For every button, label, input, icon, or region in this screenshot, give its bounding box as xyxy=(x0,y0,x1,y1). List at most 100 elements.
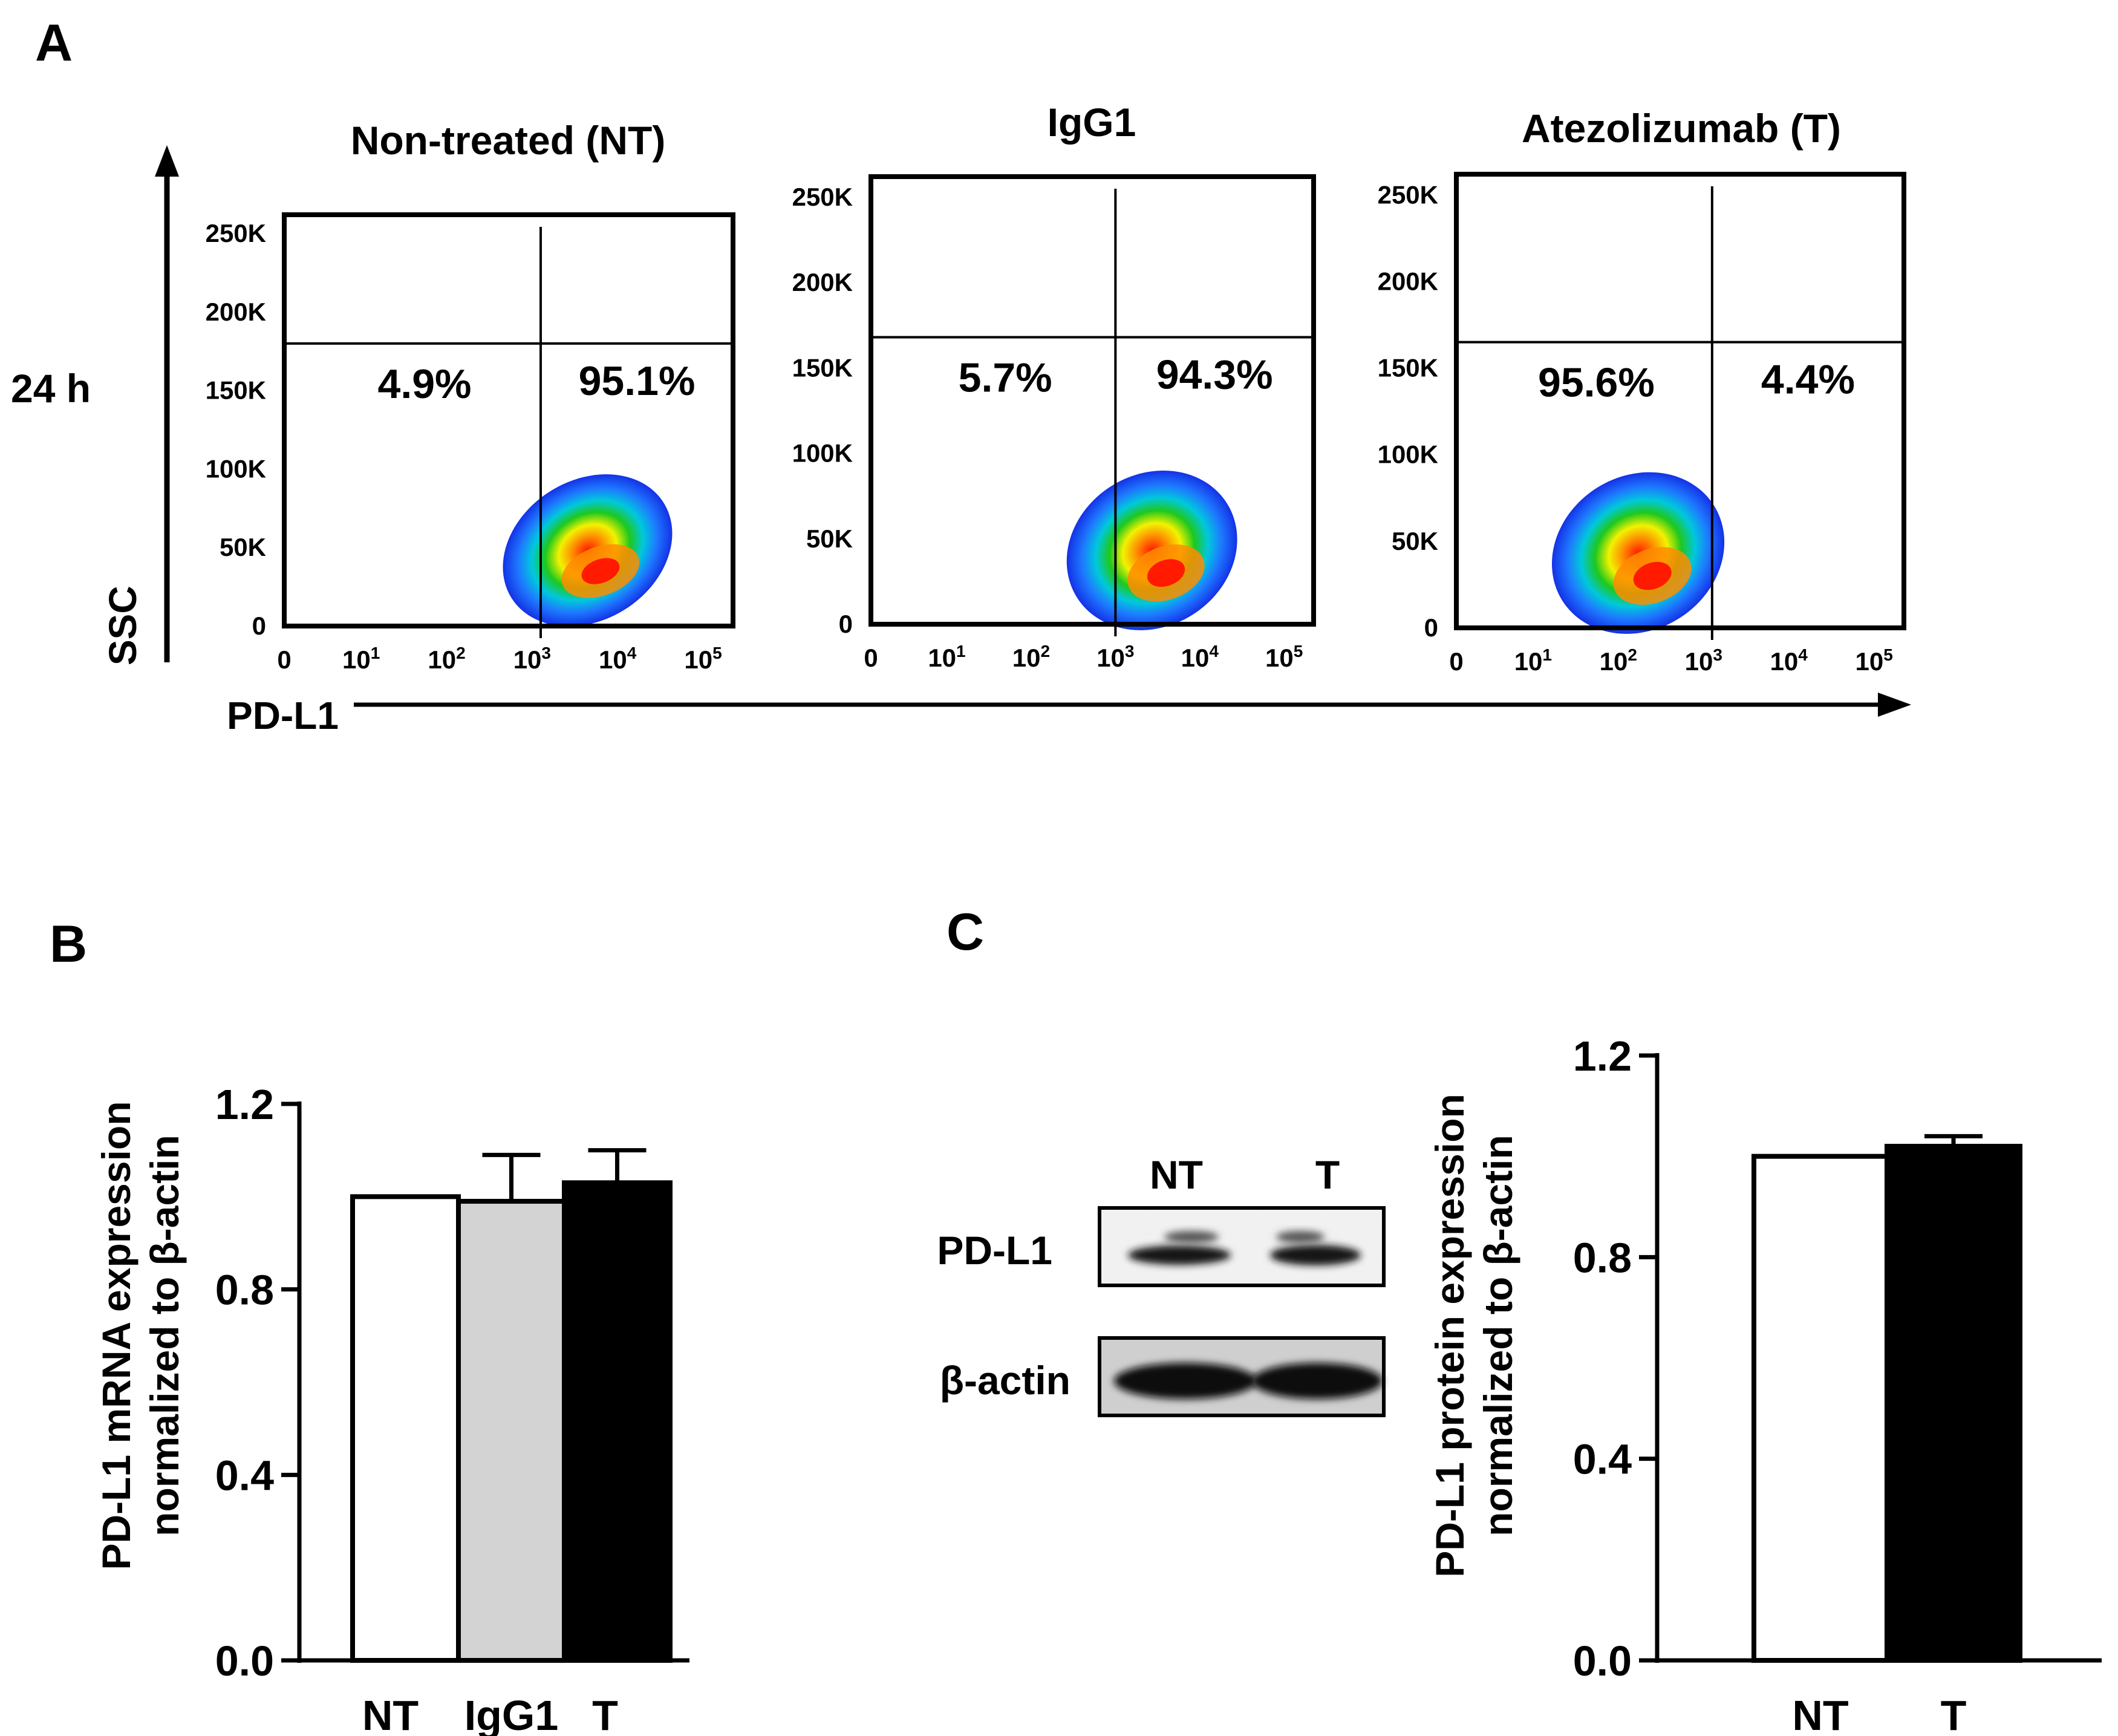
quadrant-left-percent: 95.6% xyxy=(1538,360,1655,406)
ssc-axis-label: SSC xyxy=(101,586,145,665)
flow-plot-title: IgG1 xyxy=(1048,100,1136,145)
y-tick-label: 150K xyxy=(792,353,853,382)
x-category-label: IgG1 xyxy=(464,1692,559,1736)
y-tick-label: 50K xyxy=(220,533,266,561)
quadrant-left-percent: 4.9% xyxy=(378,361,472,407)
y-axis-label-line2: normalized to β-actin xyxy=(142,1135,187,1536)
x-tick-label: 105 xyxy=(684,644,722,674)
y-tick-label: 150K xyxy=(206,376,266,405)
density-blob xyxy=(503,474,673,627)
y-tick-label: 0.0 xyxy=(1573,1637,1632,1685)
quadrant-left-percent: 5.7% xyxy=(959,354,1052,400)
y-tick-label: 50K xyxy=(1392,527,1438,555)
blot-band-bactin-t xyxy=(1252,1363,1383,1399)
y-tick-label: 200K xyxy=(206,298,266,326)
density-peak xyxy=(1633,561,1672,590)
y-axis-label-line2: normalized to β-actin xyxy=(1476,1135,1520,1536)
flow-plot-frame xyxy=(868,174,1316,627)
panel-label-a: A xyxy=(35,14,73,72)
y-tick-label: 250K xyxy=(206,219,266,247)
x-category-label: NT xyxy=(362,1692,419,1736)
flow-plot-2: IgG1 5.7% 94.3% 250K 200K 150K 100K 50K 00 101 102… xyxy=(792,100,1316,672)
y-tick-label: 0.8 xyxy=(215,1267,274,1314)
bar-igg1 xyxy=(456,1199,567,1663)
flow-plot-3: Atezolizumab (T) 95.6% 4.4% 250K 200K 150K 100… xyxy=(1378,106,1906,676)
blot-band-pdl1-t xyxy=(1270,1245,1361,1265)
y-tick-label: 0 xyxy=(839,610,853,638)
x-tick-label: 103 xyxy=(1096,642,1134,672)
y-tick-label: 250K xyxy=(1378,180,1438,209)
pdl1-axis-label: PD-L1 xyxy=(227,694,339,737)
y-axis-label-line1: PD-L1 protein expression xyxy=(1427,1094,1472,1578)
flow-plot-frame xyxy=(282,212,735,628)
x-tick-label: 101 xyxy=(928,642,965,672)
y-tick-label: 0.4 xyxy=(215,1452,274,1499)
density-blob xyxy=(1066,471,1237,630)
panel-label-b: B xyxy=(50,915,87,973)
flow-plot-1: Non-treated (NT) 4.9% 95.1% 250K 200K 150K 100… xyxy=(206,118,735,674)
x-tick-label: 104 xyxy=(1770,645,1808,676)
panel-a-flow-cytometry: 24 h SSC PD-L1 Non-treated (NT) 4.9% 95.1%… xyxy=(11,100,1911,737)
y-tick-label: 200K xyxy=(792,268,853,296)
y-tick-label: 0 xyxy=(1424,613,1438,642)
bar-t xyxy=(1885,1144,2022,1663)
x-tick-label: 104 xyxy=(1181,642,1219,672)
x-tick-label: 104 xyxy=(599,644,637,674)
x-tick-label: 105 xyxy=(1265,642,1303,672)
y-tick-label: 250K xyxy=(792,183,853,211)
bar-nt xyxy=(350,1194,461,1663)
y-tick-label: 100K xyxy=(206,454,266,483)
y-tick-label: 0.4 xyxy=(1573,1436,1632,1483)
y-tick-label: 50K xyxy=(806,524,853,553)
blot-band-bactin-nt xyxy=(1114,1363,1257,1399)
y-tick-label: 100K xyxy=(1378,440,1438,469)
y-tick-label: 0 xyxy=(252,612,266,640)
blot-lane-label-nt: NT xyxy=(1150,1152,1203,1197)
blot-lane-label-t: T xyxy=(1315,1152,1340,1197)
blot-band-pdl1-nt-upper xyxy=(1164,1231,1219,1243)
x-tick-label: 0 xyxy=(864,644,878,672)
blot-row-label-bactin: β-actin xyxy=(940,1358,1070,1403)
flow-plot-title: Non-treated (NT) xyxy=(351,118,666,163)
panel-label-c: C xyxy=(947,903,984,961)
x-category-label: NT xyxy=(1792,1692,1848,1736)
y-tick-label: 1.2 xyxy=(215,1081,274,1128)
x-tick-label: 0 xyxy=(1449,647,1463,676)
x-tick-label: 103 xyxy=(1685,645,1722,676)
y-tick-label: 100K xyxy=(792,439,853,468)
y-tick-label: 200K xyxy=(1378,267,1438,295)
y-tick-label: 0.0 xyxy=(215,1637,274,1685)
quadrant-right-percent: 94.3% xyxy=(1156,351,1273,397)
row-label-24h: 24 h xyxy=(11,366,91,411)
density-peak xyxy=(581,558,620,584)
x-category-label: T xyxy=(1941,1692,1967,1736)
panel-c-protein-chart: 0.0 0.4 0.8 1.2 PD-L1 protein expression norm… xyxy=(1427,1033,2102,1736)
x-category-label: T xyxy=(592,1692,618,1736)
density-peak xyxy=(1147,559,1185,587)
x-tick-label: 102 xyxy=(1012,642,1050,672)
quadrant-right-percent: 4.4% xyxy=(1761,357,1855,403)
blot-row-label-pdl1: PD-L1 xyxy=(937,1228,1052,1273)
panel-b-mrna-chart: 0.0 0.4 0.8 1.2 PD-L1 mRNA expression normali… xyxy=(94,1081,689,1736)
x-tick-label: 103 xyxy=(513,644,551,674)
bar-t xyxy=(562,1180,673,1663)
y-tick-label: 0.8 xyxy=(1573,1234,1632,1281)
western-blot: NT T PD-L1 β-actin xyxy=(937,1152,1386,1417)
x-tick-label: 105 xyxy=(1856,645,1893,676)
y-axis-label-line1: PD-L1 mRNA expression xyxy=(94,1101,138,1570)
quadrant-right-percent: 95.1% xyxy=(579,358,696,404)
x-tick-label: 102 xyxy=(1600,645,1637,676)
blot-band-pdl1-t-upper xyxy=(1276,1231,1325,1243)
x-tick-label: 0 xyxy=(277,645,291,674)
x-tick-label: 102 xyxy=(428,644,465,674)
flow-plot-frame xyxy=(1454,172,1906,630)
pdl1-axis-arrowhead xyxy=(1878,693,1911,717)
blot-band-pdl1-nt xyxy=(1128,1245,1231,1265)
x-tick-label: 101 xyxy=(1514,645,1552,676)
ssc-axis-arrowhead xyxy=(155,145,179,177)
bar-nt xyxy=(1751,1154,1889,1663)
y-tick-label: 150K xyxy=(1378,354,1438,382)
y-tick-label: 1.2 xyxy=(1573,1033,1632,1080)
density-blob xyxy=(1552,472,1725,634)
